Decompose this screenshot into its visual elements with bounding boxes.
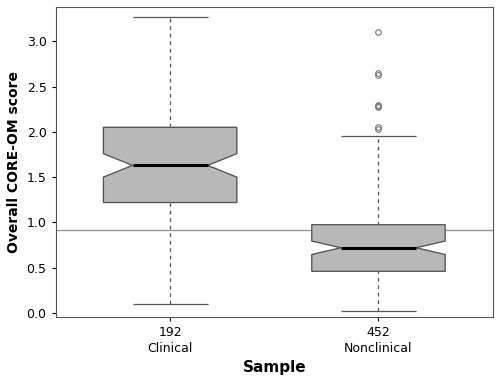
Polygon shape: [312, 225, 445, 271]
X-axis label: Sample: Sample: [242, 360, 306, 375]
Polygon shape: [104, 127, 237, 202]
Y-axis label: Overall CORE-OM score: Overall CORE-OM score: [7, 71, 21, 253]
